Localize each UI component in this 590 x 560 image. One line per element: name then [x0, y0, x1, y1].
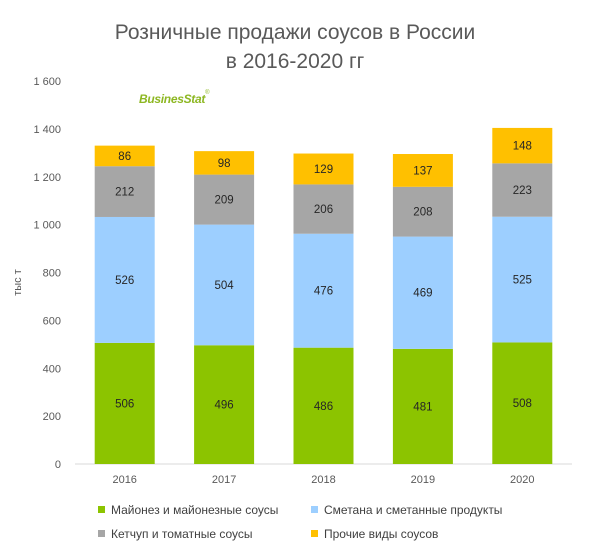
data-label: 223 [513, 185, 532, 197]
bar-segment-2018-series-4 [293, 153, 354, 185]
y-tick-label: 400 [43, 363, 61, 375]
bar-segment-2017-series-1 [194, 345, 255, 464]
data-label: 481 [413, 401, 432, 413]
legend-item: Кетчуп и томатные соусы [98, 526, 253, 541]
bar-segment-2018-series-2 [293, 233, 354, 348]
bar-segment-2019-series-3 [392, 186, 453, 237]
x-tick-label: 2020 [510, 474, 534, 486]
data-label: 98 [218, 158, 231, 170]
bar-segment-2016-series-1 [94, 342, 155, 464]
legend-swatch [98, 530, 105, 538]
bar-segment-2018-series-1 [293, 347, 354, 464]
x-tick-label: 2019 [411, 474, 435, 486]
chart-legend: Майонез и майонезные соусы Сметана и смет… [0, 500, 590, 550]
y-tick-label: 0 [55, 459, 61, 471]
data-label: 526 [115, 275, 134, 287]
data-label: 486 [314, 401, 333, 413]
legend-label: Майонез и майонезные соусы [111, 502, 279, 517]
data-label: 469 [413, 288, 432, 300]
businesstat-logo: BusinesStat® [139, 90, 209, 108]
bar-segment-2019-series-1 [392, 348, 453, 464]
bar-segment-2020-series-3 [492, 163, 553, 217]
y-tick-label: 1 400 [33, 124, 61, 136]
legend-item: Прочие виды соусов [311, 526, 438, 541]
data-label: 208 [413, 207, 432, 219]
bar-segment-2016-series-2 [94, 216, 155, 343]
x-tick-label: 2018 [311, 474, 335, 486]
bar-segment-2020-series-1 [492, 342, 553, 464]
data-label: 206 [314, 204, 333, 216]
bar-segment-2016-series-4 [94, 145, 155, 167]
legend-swatch [311, 530, 318, 538]
legend-swatch [311, 506, 318, 514]
data-label: 148 [513, 141, 532, 153]
chart-title-line-2: в 2016-2020 гг [225, 50, 365, 73]
bar-segment-2019-series-4 [392, 154, 453, 187]
bar-segment-2018-series-3 [293, 184, 354, 234]
y-axis-label: тыс т [12, 269, 24, 296]
legend-swatch [98, 506, 105, 514]
y-tick-label: 200 [43, 411, 61, 423]
logo-text: BusinesStat [139, 92, 206, 106]
data-label: 86 [118, 151, 131, 163]
legend-label: Прочие виды соусов [324, 526, 439, 541]
data-label: 525 [513, 275, 532, 287]
legend-item: Майонез и майонезные соусы [98, 502, 278, 517]
stacked-bar-chart: 0 200 400 600 800 1 000 1 200 1 400 1 600 тыс т 50… [12, 76, 572, 486]
chart-title-line-1: Розничные продажи соусов в России [114, 21, 476, 44]
bar-segment-2016-series-3 [94, 166, 155, 217]
data-label: 504 [215, 280, 235, 292]
data-label: 508 [513, 398, 532, 410]
bar-segment-2020-series-2 [492, 216, 553, 343]
y-tick-label: 1 600 [33, 76, 61, 88]
data-label: 496 [215, 400, 234, 412]
data-label: 129 [314, 164, 333, 176]
legend-item: Сметана и сметанные продукты [311, 502, 502, 517]
y-tick-label: 600 [43, 315, 61, 327]
bar-segment-2017-series-3 [194, 174, 255, 225]
y-tick-label: 1 000 [33, 220, 61, 232]
data-label: 137 [413, 165, 432, 177]
data-label: 476 [314, 286, 333, 298]
bar-segment-2020-series-4 [492, 127, 553, 164]
bar-segment-2017-series-4 [194, 151, 255, 175]
x-tick-label: 2017 [212, 474, 236, 486]
data-label: 212 [115, 187, 134, 199]
legend-label: Сметана и сметанные продукты [324, 502, 503, 517]
y-tick-label: 1 200 [33, 172, 61, 184]
y-tick-label: 800 [43, 268, 61, 280]
legend-label: Кетчуп и томатные соусы [111, 526, 253, 541]
data-label: 506 [115, 398, 134, 410]
x-tick-label: 2016 [112, 474, 136, 486]
logo-registered-mark: ® [205, 90, 210, 96]
bar-segment-2017-series-2 [194, 224, 255, 346]
bar-segment-2019-series-2 [392, 236, 453, 349]
data-label: 209 [215, 195, 234, 207]
